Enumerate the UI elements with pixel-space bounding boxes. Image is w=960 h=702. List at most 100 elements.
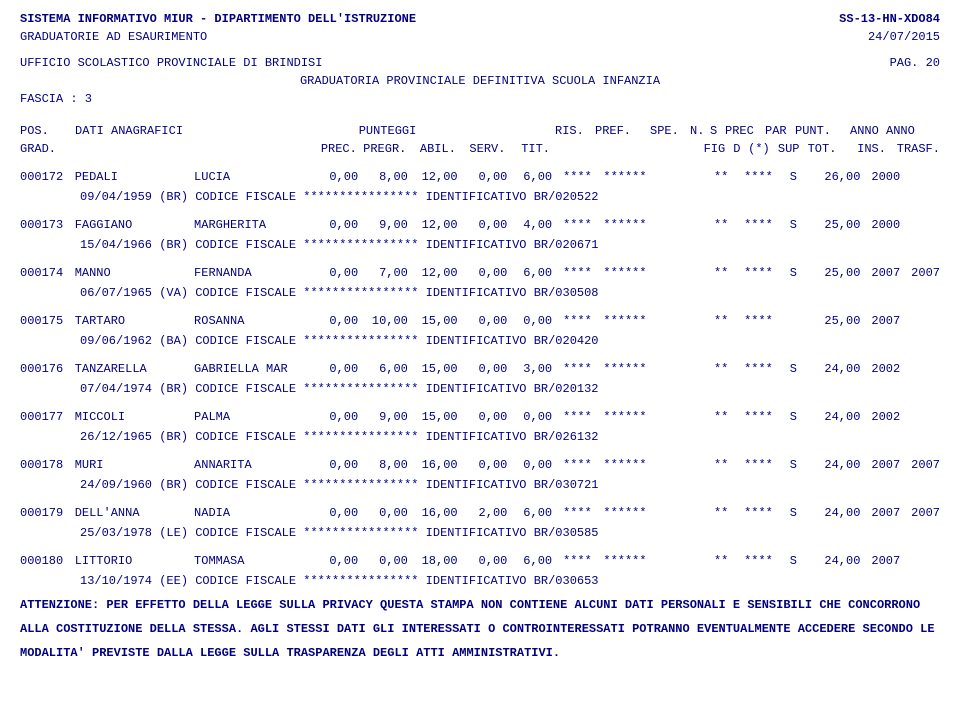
cell-sup: S — [781, 552, 806, 570]
cell-nome: PALMA — [194, 408, 308, 426]
cell-birthdate: 09/06/1962 — [80, 334, 152, 348]
cell-serv: 0,00 — [458, 168, 508, 186]
cell-cognome: PEDALI — [75, 168, 194, 186]
cell-pregr: 10,00 — [358, 312, 408, 330]
cell-birthdate: 13/10/1974 — [80, 574, 152, 588]
col-ins: INS. — [857, 140, 897, 158]
table-row-detail: 25/03/1978 (LE) CODICE FISCALE *********… — [20, 524, 940, 542]
report-code: SS-13-HN-XDO84 — [839, 10, 940, 28]
cell-dstar: **** — [736, 216, 781, 234]
col-grad: GRAD. — [20, 140, 307, 158]
cell-prov: (BR) — [159, 190, 188, 204]
cell-trasf — [900, 360, 940, 378]
cell-abil: 18,00 — [408, 552, 458, 570]
cell-ins: 2002 — [860, 360, 900, 378]
cell-nome: GABRIELLA MAR — [194, 360, 308, 378]
cell-abil: 15,00 — [408, 408, 458, 426]
cell-cognome: LITTORIO — [75, 552, 194, 570]
cell-pref: ****** — [592, 168, 647, 186]
cell-cognome: MURI — [75, 456, 194, 474]
cell-tot: 24,00 — [806, 552, 861, 570]
table-row-detail: 07/04/1974 (BR) CODICE FISCALE *********… — [20, 380, 940, 398]
cell-pregr: 0,00 — [358, 552, 408, 570]
cell-ris: **** — [552, 312, 592, 330]
grad-title: GRADUATORIA PROVINCIALE DEFINITIVA SCUOL… — [20, 72, 940, 90]
col-d: D — [733, 140, 748, 158]
cell-tot: 25,00 — [806, 312, 861, 330]
fascia: FASCIA : 3 — [20, 90, 940, 108]
cell-cognome: MICCOLI — [75, 408, 194, 426]
cell-nome: LUCIA — [194, 168, 308, 186]
col-ris: RIS. — [555, 122, 595, 140]
col-pref: PREF. — [595, 122, 650, 140]
cell-pos: 000176 — [20, 360, 75, 378]
cell-abil: 12,00 — [408, 168, 458, 186]
system-title: SISTEMA INFORMATIVO MIUR - DIPARTIMENTO … — [20, 10, 416, 28]
cell-pregr: 8,00 — [358, 168, 408, 186]
cell-dstar: **** — [736, 504, 781, 522]
cell-ris: **** — [552, 360, 592, 378]
column-header-1: POS. DATI ANAGRAFICI PUNTEGGI RIS. PREF.… — [20, 122, 940, 140]
cell-dstar: **** — [736, 264, 781, 282]
cell-pregr: 0,00 — [358, 504, 408, 522]
cell-sup: S — [781, 408, 806, 426]
cell-fig: ** — [706, 456, 736, 474]
cell-fiscal: CODICE FISCALE **************** IDENTIFI… — [195, 286, 598, 300]
cell-fig: ** — [706, 168, 736, 186]
table-row: 000177MICCOLIPALMA0,009,0015,000,000,00*… — [20, 408, 940, 426]
cell-trasf — [900, 216, 940, 234]
cell-sup: S — [781, 216, 806, 234]
cell-tit: 0,00 — [507, 408, 552, 426]
table-row-detail: 15/04/1966 (BR) CODICE FISCALE *********… — [20, 236, 940, 254]
header-sub-row: GRADUATORIE AD ESAURIMENTO 24/07/2015 — [20, 28, 940, 46]
cell-prec: 0,00 — [308, 456, 358, 474]
cell-tit: 6,00 — [507, 168, 552, 186]
cell-tit: 6,00 — [507, 552, 552, 570]
cell-tot: 24,00 — [806, 360, 861, 378]
cell-ris: **** — [552, 264, 592, 282]
cell-fig: ** — [706, 216, 736, 234]
cell-ris: **** — [552, 168, 592, 186]
table-row-detail: 06/07/1965 (VA) CODICE FISCALE *********… — [20, 284, 940, 302]
cell-birthdate: 07/04/1974 — [80, 382, 152, 396]
cell-trasf — [900, 312, 940, 330]
cell-ris: **** — [552, 216, 592, 234]
table-row: 000178MURIANNARITA0,008,0016,000,000,00*… — [20, 456, 940, 474]
table-row-detail: 26/12/1965 (BR) CODICE FISCALE *********… — [20, 428, 940, 446]
cell-tot: 24,00 — [806, 408, 861, 426]
cell-prov: (BR) — [159, 478, 188, 492]
cell-fig: ** — [706, 408, 736, 426]
table-row: 000180LITTORIOTOMMASA0,000,0018,000,006,… — [20, 552, 940, 570]
cell-prov: (BR) — [159, 382, 188, 396]
cell-fig: ** — [706, 504, 736, 522]
cell-dstar: **** — [736, 456, 781, 474]
cell-serv: 2,00 — [458, 504, 508, 522]
cell-pref: ****** — [592, 552, 647, 570]
cell-ins: 2007 — [860, 456, 900, 474]
cell-nome: TOMMASA — [194, 552, 308, 570]
cell-pref: ****** — [592, 504, 647, 522]
cell-dstar: **** — [736, 552, 781, 570]
col-dati: DATI ANAGRAFICI — [75, 122, 310, 140]
cell-pref: ****** — [592, 264, 647, 282]
col-tit: TIT. — [505, 140, 550, 158]
col-abil: ABIL. — [406, 140, 456, 158]
col-par: PAR — [765, 122, 795, 140]
cell-pref: ****** — [592, 456, 647, 474]
cell-pos: 000172 — [20, 168, 75, 186]
col-prec2: PREC. — [307, 140, 357, 158]
cell-prec: 0,00 — [308, 216, 358, 234]
col-star: (*) — [748, 140, 778, 158]
cell-ins: 2000 — [860, 216, 900, 234]
cell-prov: (LE) — [159, 526, 188, 540]
cell-fig: ** — [706, 360, 736, 378]
cell-nome: ANNARITA — [194, 456, 308, 474]
cell-ins: 2007 — [860, 264, 900, 282]
cell-fiscal: CODICE FISCALE **************** IDENTIFI… — [195, 238, 598, 252]
cell-tit: 0,00 — [507, 456, 552, 474]
table-row: 000173FAGGIANOMARGHERITA0,009,0012,000,0… — [20, 216, 940, 234]
cell-tot: 24,00 — [806, 504, 861, 522]
grad-type: GRADUATORIE AD ESAURIMENTO — [20, 28, 207, 46]
cell-ris: **** — [552, 456, 592, 474]
cell-tot: 26,00 — [806, 168, 861, 186]
